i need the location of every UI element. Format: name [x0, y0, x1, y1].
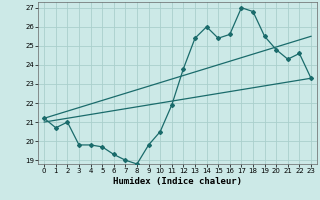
X-axis label: Humidex (Indice chaleur): Humidex (Indice chaleur): [113, 177, 242, 186]
